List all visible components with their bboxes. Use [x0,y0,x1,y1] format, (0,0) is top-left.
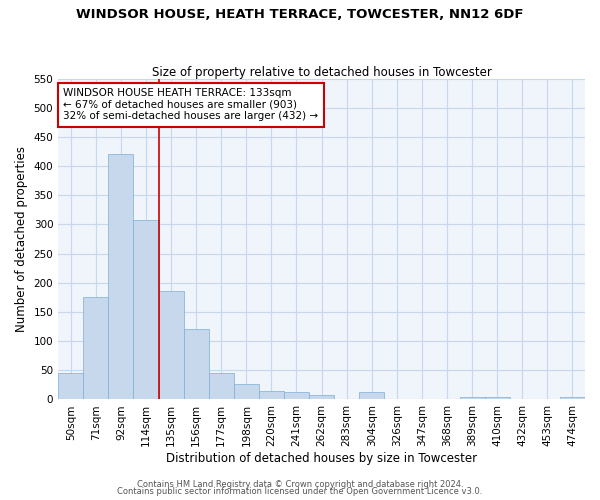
Bar [485,397,510,400]
Bar [560,396,585,400]
Bar [460,396,485,400]
Bar [234,384,259,400]
Bar [309,395,334,400]
Bar [58,373,83,400]
Bar [284,392,309,400]
Bar [109,154,133,400]
Text: WINDSOR HOUSE, HEATH TERRACE, TOWCESTER, NN12 6DF: WINDSOR HOUSE, HEATH TERRACE, TOWCESTER,… [76,8,524,20]
Bar [158,292,184,400]
Y-axis label: Number of detached properties: Number of detached properties [15,146,28,332]
Bar [359,392,385,400]
Bar [83,298,109,400]
Text: WINDSOR HOUSE HEATH TERRACE: 133sqm
← 67% of detached houses are smaller (903)
3: WINDSOR HOUSE HEATH TERRACE: 133sqm ← 67… [64,88,319,122]
Bar [259,390,284,400]
X-axis label: Distribution of detached houses by size in Towcester: Distribution of detached houses by size … [166,452,477,465]
Text: Contains public sector information licensed under the Open Government Licence v3: Contains public sector information licen… [118,487,482,496]
Bar [133,220,158,400]
Bar [184,330,209,400]
Title: Size of property relative to detached houses in Towcester: Size of property relative to detached ho… [152,66,491,78]
Text: Contains HM Land Registry data © Crown copyright and database right 2024.: Contains HM Land Registry data © Crown c… [137,480,463,489]
Bar [209,373,234,400]
